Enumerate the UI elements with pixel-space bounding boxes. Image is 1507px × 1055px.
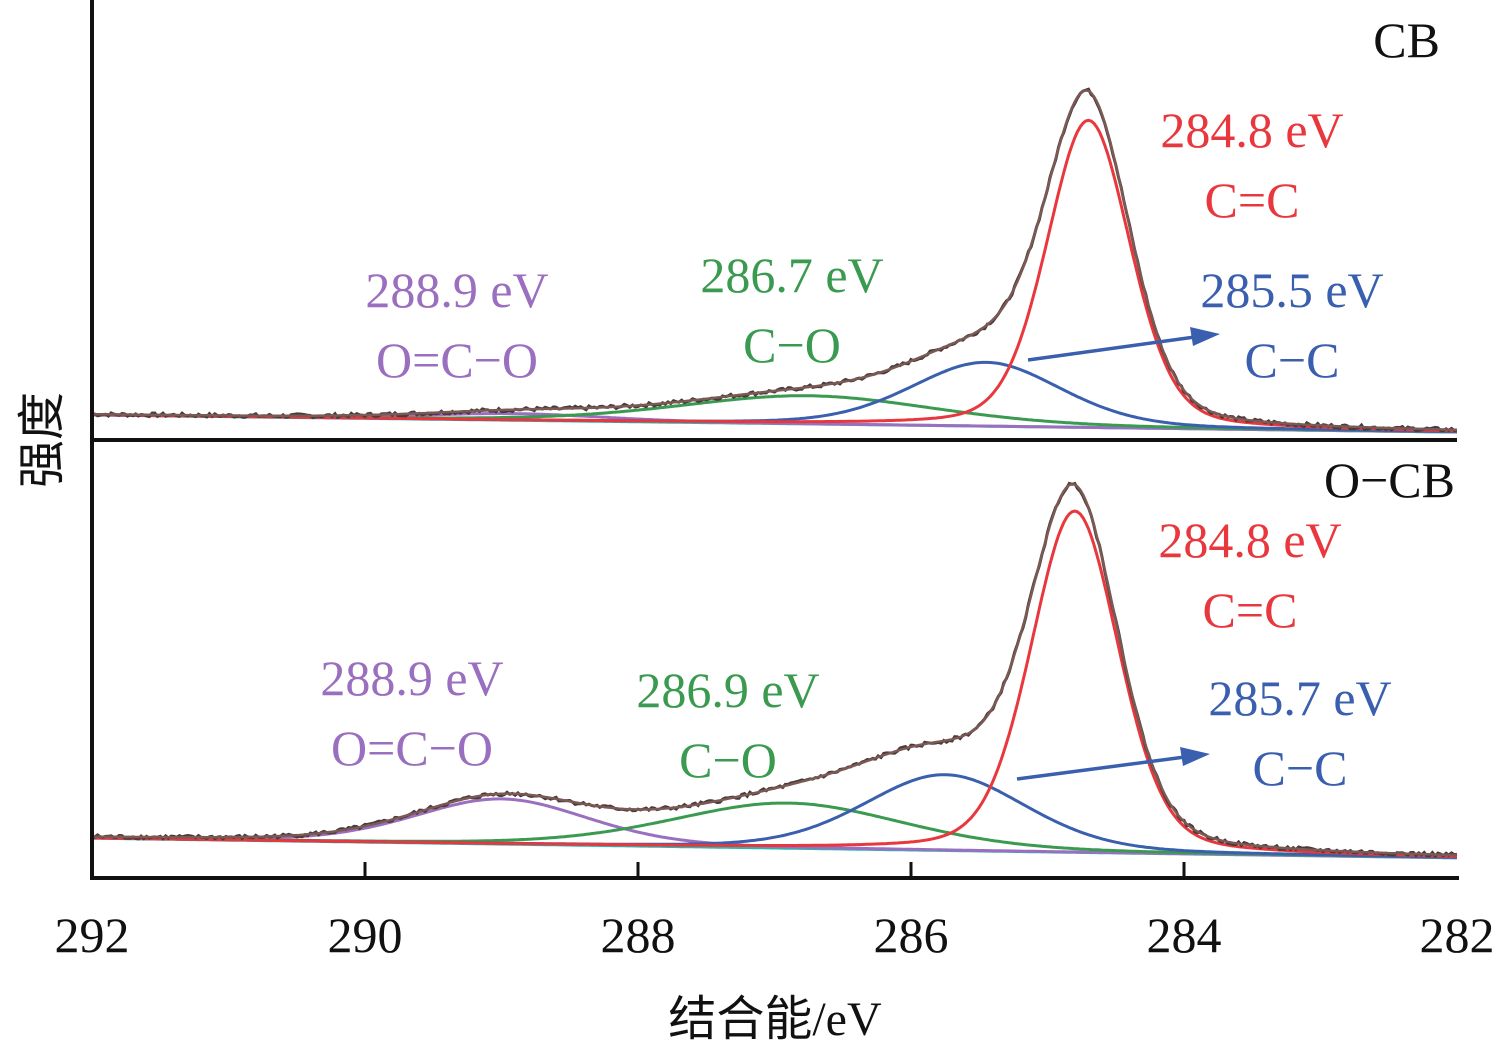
arrow-annotation-bottom — [1016, 747, 1210, 781]
x-tick-label: 288 — [601, 907, 676, 963]
panel-title-cb: CB — [1373, 12, 1440, 68]
x-tick-label: 282 — [1420, 907, 1495, 963]
peak-label-oco-bond: O=C−O — [376, 332, 538, 388]
arrow-annotation-top — [1027, 327, 1220, 362]
axes: 292 290 288 286 284 282 — [55, 0, 1495, 963]
y-axis-label: 强度 — [16, 392, 69, 488]
peak-label-oco-energy: 288.9 eV — [365, 262, 548, 318]
peak-label-cc-single-energy: 285.7 eV — [1208, 670, 1391, 726]
peak-label-cc-single-bond: C−C — [1245, 332, 1340, 388]
peak-label-cc-double-energy: 284.8 eV — [1158, 512, 1341, 568]
peak-label-co-bond: C−O — [679, 732, 777, 788]
peak-label-oco-bond: O=C−O — [331, 720, 493, 776]
peak-label-cc-single-bond: C−C — [1253, 740, 1348, 796]
peak-label-cc-double-bond: C=C — [1203, 582, 1298, 638]
peak-label-cc-double-bond: C=C — [1205, 172, 1300, 228]
x-tick-label: 284 — [1147, 907, 1222, 963]
x-tick-label: 290 — [328, 907, 403, 963]
peak-label-co-energy: 286.7 eV — [700, 247, 883, 303]
peak-label-oco-energy: 288.9 eV — [320, 650, 503, 706]
peak-label-cc-double-energy: 284.8 eV — [1160, 102, 1343, 158]
envelope-fit-0 — [92, 89, 1458, 432]
x-axis-label: 结合能/eV — [668, 993, 882, 1046]
x-tick-label: 292 — [55, 907, 130, 963]
peak-label-co-bond: C−O — [743, 317, 841, 373]
envelope-fit-1 — [92, 482, 1458, 857]
spectra-curves — [91, 87, 1458, 860]
peak-label-cc-single-energy: 285.5 eV — [1200, 262, 1383, 318]
fit-peak-c=c-1 — [92, 509, 1458, 858]
x-tick-label: 286 — [874, 907, 949, 963]
peak-label-co-energy: 286.9 eV — [636, 662, 819, 718]
panel-title-ocb: O−CB — [1324, 452, 1455, 508]
